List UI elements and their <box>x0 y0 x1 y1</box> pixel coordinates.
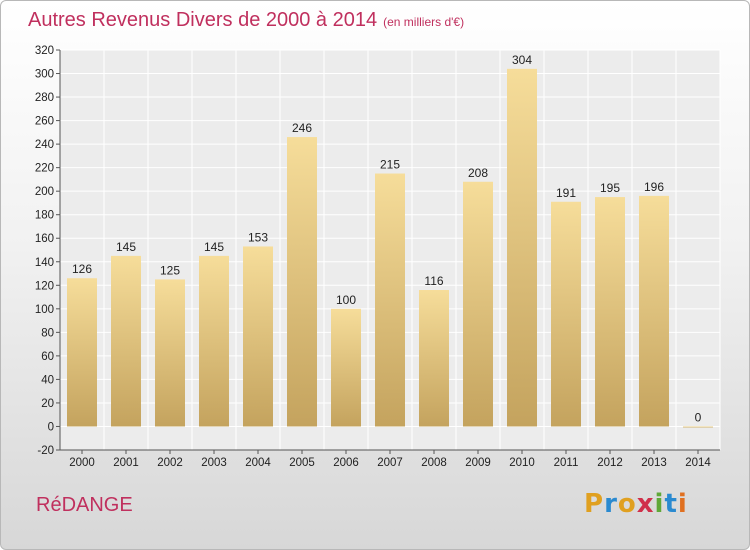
x-tick-label: 2007 <box>377 457 403 469</box>
y-tick-label: 280 <box>35 92 54 104</box>
y-tick-label: 240 <box>35 139 54 151</box>
y-tick-label: 60 <box>41 351 54 363</box>
x-tick-label: 2003 <box>201 457 227 469</box>
bar <box>375 173 405 427</box>
y-tick-label: 100 <box>35 304 54 316</box>
y-tick-label: 180 <box>35 210 54 222</box>
y-tick-label: 80 <box>41 327 54 339</box>
y-tick-label: 40 <box>41 374 54 386</box>
x-tick-label: 2008 <box>421 457 447 469</box>
logo-letter: r <box>604 489 618 519</box>
y-tick-label: 220 <box>35 163 54 175</box>
x-tick-label: 2000 <box>69 457 95 469</box>
logo-letter: i <box>654 489 665 519</box>
x-tick-label: 2014 <box>685 457 711 469</box>
bars <box>67 68 713 428</box>
logo-letter: o <box>617 489 637 519</box>
bar <box>67 278 97 427</box>
bar-value-label: 195 <box>600 181 620 195</box>
chart-subtitle: (en milliers d'€) <box>383 15 465 29</box>
bar-value-label: 145 <box>204 240 224 254</box>
y-tick-label: 20 <box>41 398 54 410</box>
logo-letter: P <box>584 489 605 519</box>
x-tick-label: 2005 <box>289 457 315 469</box>
y-tick-label: 320 <box>35 45 54 57</box>
y-tick-label: 300 <box>35 69 54 81</box>
bar-value-label: 196 <box>644 180 664 194</box>
logo-letter: x <box>636 489 655 519</box>
bar-value-label: 0 <box>695 410 702 424</box>
bar-value-label: 208 <box>468 166 488 180</box>
labels: -20 0 20 40 60 80 100 120 140 160 180 200 220 240 260 2… <box>35 45 712 469</box>
bar-value-label: 116 <box>424 274 443 288</box>
x-tick-label: 2006 <box>333 457 359 469</box>
bar <box>155 279 185 427</box>
bar <box>331 308 361 427</box>
bar <box>639 195 669 427</box>
bar-value-label: 126 <box>72 262 92 276</box>
x-tick-label: 2009 <box>465 457 491 469</box>
y-tick-label: 200 <box>35 186 54 198</box>
x-tick-label: 2011 <box>554 457 579 469</box>
commune-name: RéDANGE <box>36 494 133 516</box>
bar-value-label: 145 <box>116 240 136 254</box>
logo-letter: i <box>677 489 688 519</box>
bar-value-label: 215 <box>380 158 400 172</box>
y-tick-label: 260 <box>35 116 54 128</box>
y-tick-label: 160 <box>35 233 54 245</box>
bar-value-label: 125 <box>160 263 180 277</box>
bar-value-label: 304 <box>512 53 532 67</box>
proxiti-logo: Proxiti <box>584 489 688 519</box>
x-tick-label: 2001 <box>113 457 139 469</box>
bar <box>463 181 493 427</box>
y-tick-label: 140 <box>35 257 54 269</box>
axes <box>56 49 720 454</box>
chart-title-text: Autres Revenus Divers de 2000 à 2014 <box>28 9 378 31</box>
x-tick-label: 2002 <box>157 457 183 469</box>
logo-letter: t <box>664 489 678 519</box>
bar <box>419 290 449 427</box>
bar-value-label: 191 <box>556 186 576 200</box>
bar <box>595 197 625 427</box>
bar <box>683 426 713 428</box>
bar-value-label: 100 <box>336 293 356 307</box>
bar-value-label: 246 <box>292 121 312 135</box>
bar <box>199 255 229 427</box>
bar <box>243 246 273 427</box>
x-tick-label: 2013 <box>641 457 667 469</box>
bar <box>287 137 317 427</box>
y-tick-label: 0 <box>48 421 54 433</box>
bar-value-label: 153 <box>248 230 268 244</box>
y-tick-label: -20 <box>37 445 54 457</box>
x-tick-label: 2010 <box>509 457 535 469</box>
bar <box>507 68 537 427</box>
chart-title: Autres Revenus Divers de 2000 à 2014 (en … <box>28 9 464 32</box>
bar <box>551 201 581 427</box>
x-tick-label: 2012 <box>597 457 623 469</box>
y-tick-label: 120 <box>35 280 54 292</box>
x-tick-label: 2004 <box>245 457 271 469</box>
bar <box>111 255 141 427</box>
